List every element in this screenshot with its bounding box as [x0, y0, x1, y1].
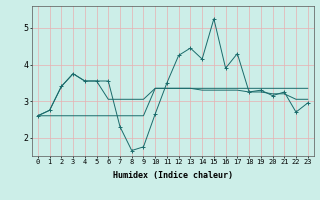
X-axis label: Humidex (Indice chaleur): Humidex (Indice chaleur) [113, 171, 233, 180]
